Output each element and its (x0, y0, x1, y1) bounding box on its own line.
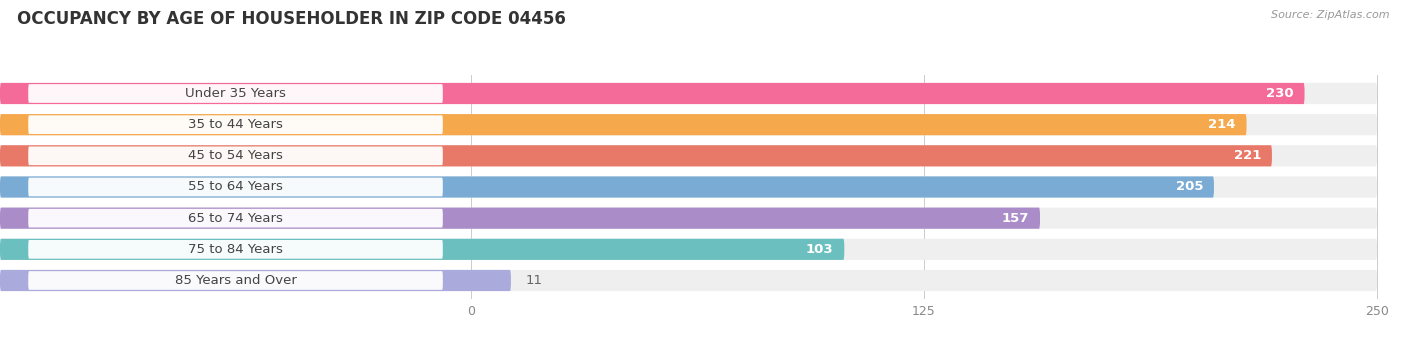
FancyBboxPatch shape (0, 270, 1376, 291)
FancyBboxPatch shape (0, 176, 1213, 198)
Text: 214: 214 (1208, 118, 1236, 131)
Text: 65 to 74 Years: 65 to 74 Years (188, 212, 283, 225)
FancyBboxPatch shape (0, 83, 1376, 104)
Text: 45 to 54 Years: 45 to 54 Years (188, 149, 283, 162)
Text: 11: 11 (526, 274, 543, 287)
FancyBboxPatch shape (0, 270, 510, 291)
FancyBboxPatch shape (0, 114, 1247, 135)
FancyBboxPatch shape (0, 145, 1376, 167)
Text: Under 35 Years: Under 35 Years (186, 87, 285, 100)
Text: OCCUPANCY BY AGE OF HOUSEHOLDER IN ZIP CODE 04456: OCCUPANCY BY AGE OF HOUSEHOLDER IN ZIP C… (17, 10, 565, 28)
Text: 75 to 84 Years: 75 to 84 Years (188, 243, 283, 256)
Text: 230: 230 (1265, 87, 1294, 100)
FancyBboxPatch shape (28, 177, 443, 197)
Text: 55 to 64 Years: 55 to 64 Years (188, 181, 283, 193)
FancyBboxPatch shape (28, 147, 443, 165)
FancyBboxPatch shape (0, 207, 1376, 229)
FancyBboxPatch shape (0, 239, 845, 260)
Text: Source: ZipAtlas.com: Source: ZipAtlas.com (1271, 10, 1389, 20)
FancyBboxPatch shape (0, 114, 1376, 135)
Text: 221: 221 (1233, 149, 1261, 162)
FancyBboxPatch shape (28, 271, 443, 290)
FancyBboxPatch shape (28, 240, 443, 259)
FancyBboxPatch shape (28, 84, 443, 103)
Text: 103: 103 (806, 243, 834, 256)
FancyBboxPatch shape (0, 145, 1272, 167)
FancyBboxPatch shape (28, 115, 443, 134)
FancyBboxPatch shape (0, 83, 1305, 104)
Text: 205: 205 (1175, 181, 1204, 193)
Text: 85 Years and Over: 85 Years and Over (174, 274, 297, 287)
FancyBboxPatch shape (0, 176, 1376, 198)
FancyBboxPatch shape (0, 207, 1040, 229)
Text: 157: 157 (1001, 212, 1029, 225)
FancyBboxPatch shape (0, 239, 1376, 260)
FancyBboxPatch shape (28, 209, 443, 227)
Text: 35 to 44 Years: 35 to 44 Years (188, 118, 283, 131)
